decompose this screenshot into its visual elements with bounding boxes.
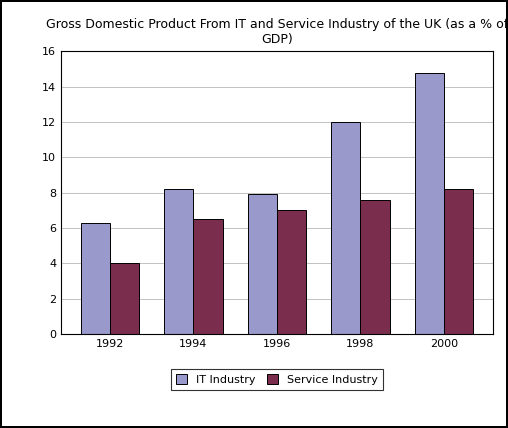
Bar — [194, 219, 223, 334]
Bar — [110, 263, 139, 334]
Title: Gross Domestic Product From IT and Service Industry of the UK (as a % of
GDP): Gross Domestic Product From IT and Servi… — [46, 18, 508, 46]
Bar — [164, 189, 194, 334]
Bar — [415, 73, 444, 334]
Bar — [444, 189, 473, 334]
Legend: IT Industry, Service Industry: IT Industry, Service Industry — [171, 369, 383, 390]
Bar — [277, 210, 306, 334]
Bar — [360, 200, 390, 334]
Bar — [247, 194, 277, 334]
Bar — [331, 122, 360, 334]
Bar — [81, 223, 110, 334]
